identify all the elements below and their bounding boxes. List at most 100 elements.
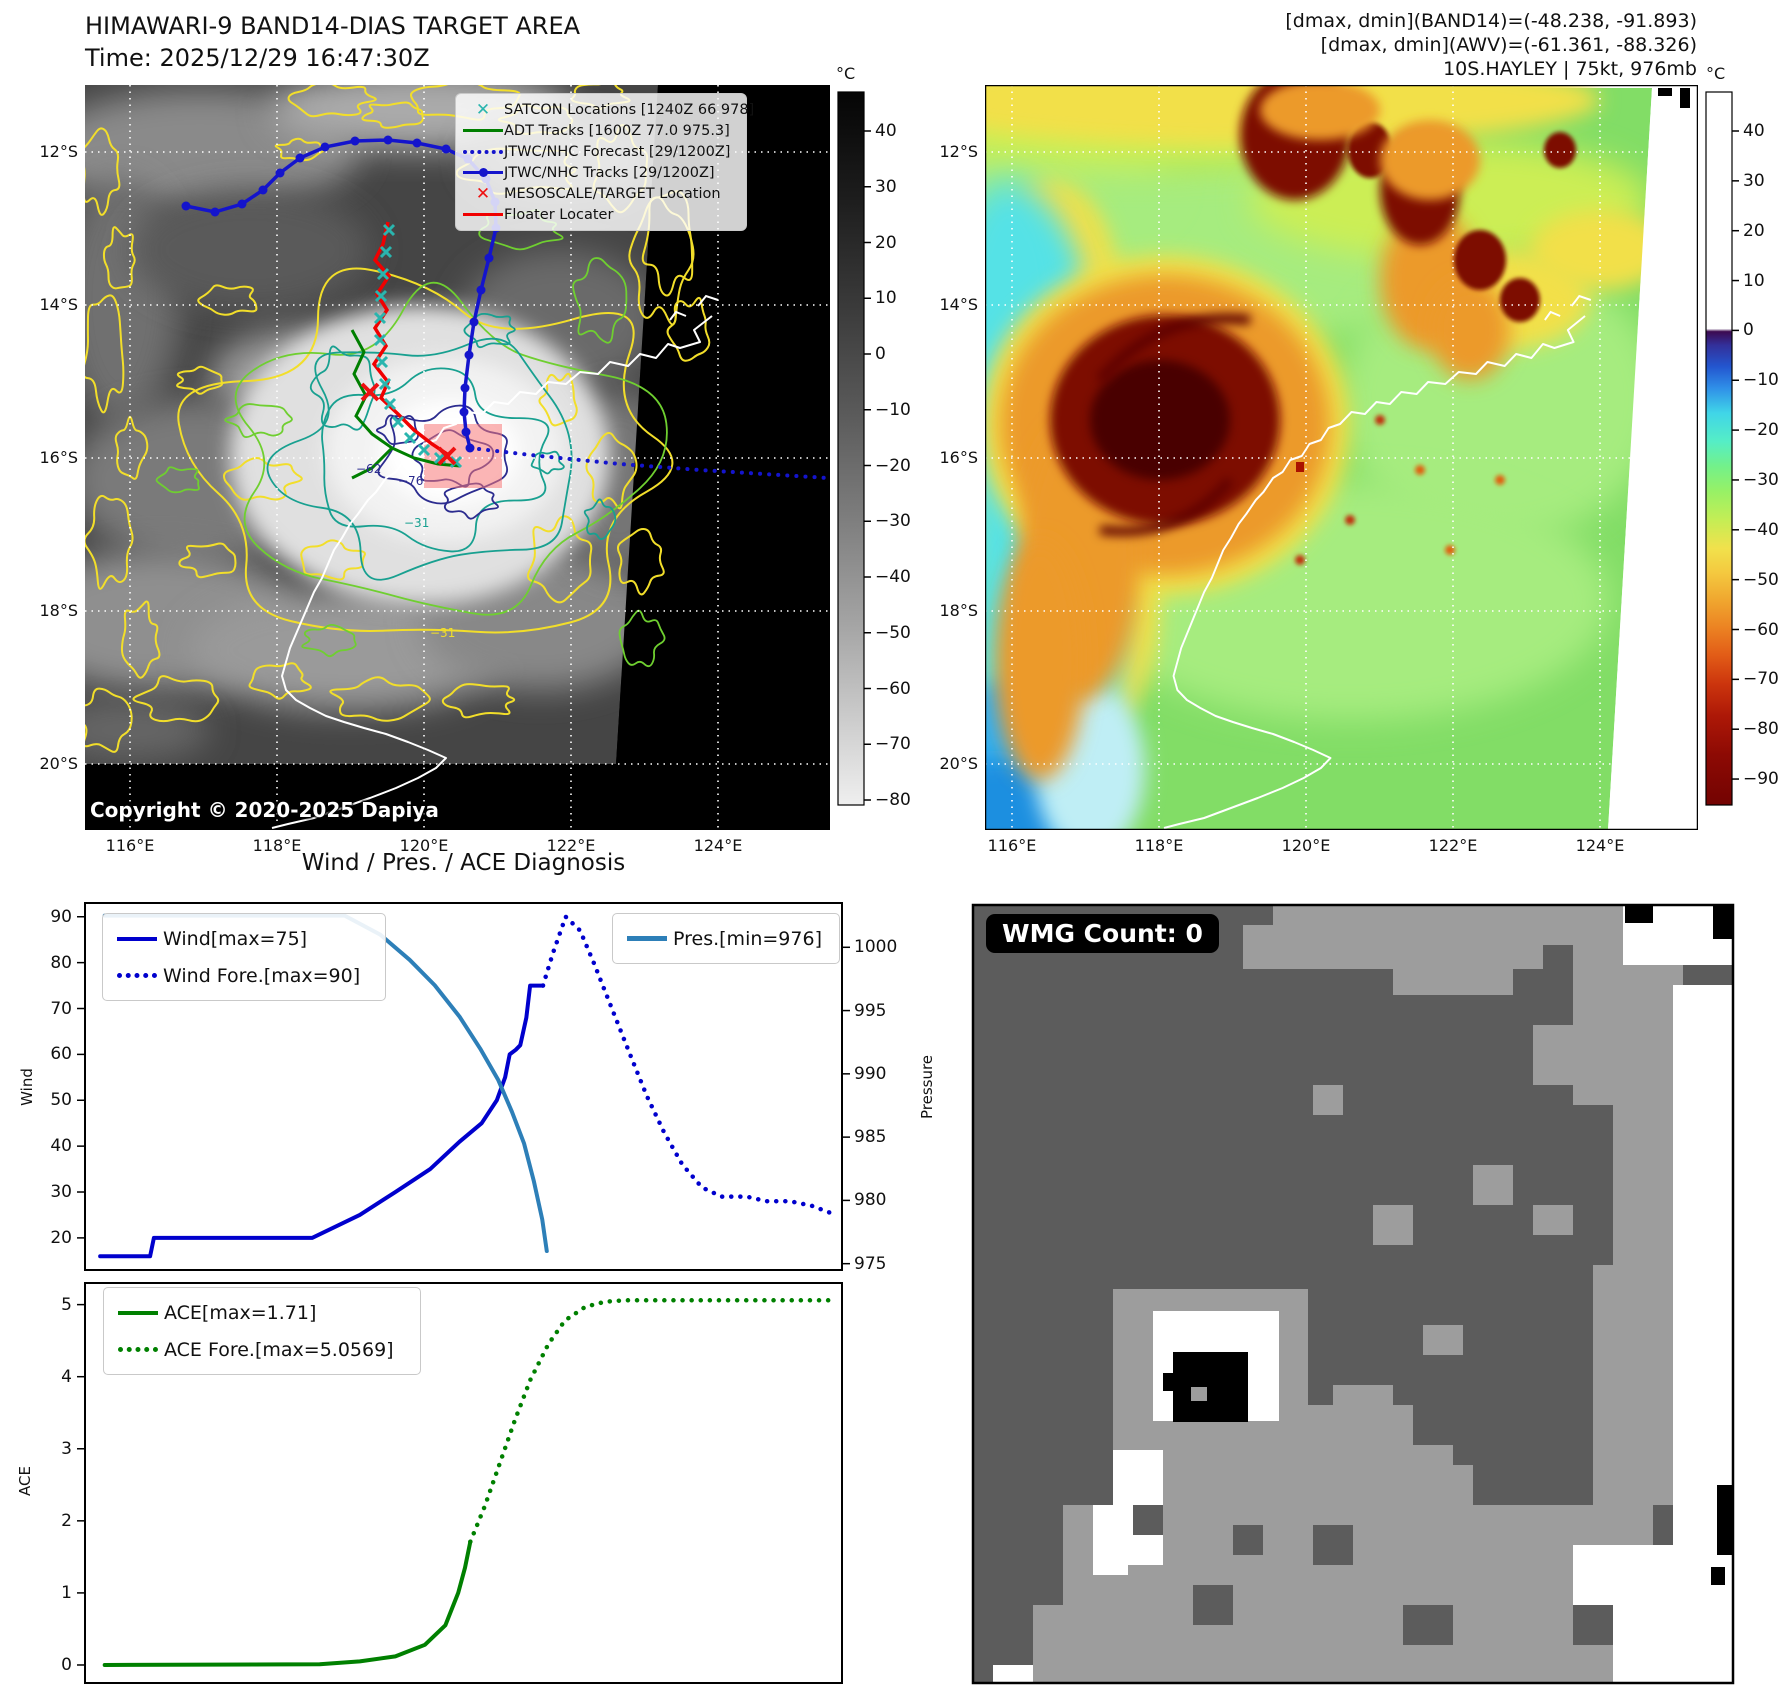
colorbar-tick-label: −80 [875,790,911,810]
ace-chart-legend: ACE[max=1.71] ACE Fore.[max=5.0569] [103,1287,421,1375]
colorbar-tick-label: −30 [1743,469,1779,490]
ace-tick-label: 4 [61,1366,72,1387]
timestamp: Time: 2025/12/29 16:47:30Z [85,44,430,72]
colorbar-tick-label: −60 [1743,619,1779,640]
contour-label: −31 [404,516,430,530]
blue-dotted-line-icon [462,149,504,154]
colorbar-tick-label: −90 [1743,769,1779,790]
contour-label: −62 [356,462,382,476]
lat-tick-label: 12°S [939,142,978,161]
legend-label: ADT Tracks [1600Z 77.0 975.3] [504,122,730,139]
legend-label: MESOSCALE/TARGET Location [504,185,721,202]
ace-axis-label: ACE [15,1466,34,1496]
legend-row-mesoscale: ✕ MESOSCALE/TARGET Location [462,183,738,204]
lon-tick-label: 118°E [252,836,302,855]
ace-tick-label: 0 [61,1654,72,1675]
steelblue-line-icon [621,936,673,941]
wind-tick-label: 60 [50,1044,72,1065]
colorbar-tick-label: 10 [1743,270,1765,291]
legend-label: Pres.[min=976] [673,927,822,950]
lat-tick-label: 16°S [939,448,978,467]
legend-label: SATCON Locations [1240Z 66 978] [504,101,755,118]
colorbar-tick-label: −60 [875,678,911,699]
left-colorbar-unit: °C [836,64,856,83]
wmg-pixel-map [973,905,1733,1683]
copyright-watermark: Copyright © 2020-2025 Dapiya [90,798,439,822]
green-line-icon [462,129,504,132]
legend-label: JTWC/NHC Tracks [29/1200Z] [504,164,715,181]
colorbar-tick-label: 30 [1743,170,1765,191]
page-title: HIMAWARI-9 BAND14-DIAS TARGET AREA [85,12,581,40]
lon-tick-label: 120°E [1281,836,1331,855]
chart-title: Wind / Pres. / ACE Diagnosis [301,850,626,876]
colorbar-tick-label: −70 [1743,669,1779,690]
cyan-x-marker-icon: ✕ [475,99,491,120]
legend-row-wind-forecast: Wind Fore.[max=90] [111,957,373,994]
blue-line-dot-icon [462,168,504,177]
lat-tick-label: 18°S [939,601,978,620]
wind-tick-label: 40 [50,1136,72,1157]
legend-label: ACE[max=1.71] [164,1301,317,1324]
diagnosis-charts [77,902,850,1684]
colorbar-tick-label: 20 [875,232,897,253]
legend-row-satcon: ✕ SATCON Locations [1240Z 66 978] [462,99,754,120]
wmg-count-badge: WMG Count: 0 [986,914,1219,953]
legend-row-wind: Wind[max=75] [111,920,373,957]
colorbar-tick-label: 10 [875,288,897,309]
ace-tick-label: 5 [61,1294,72,1315]
wind-chart-legend-right: Pres.[min=976] [612,913,840,964]
lat-tick-label: 12°S [39,142,78,161]
right-colorbar [1705,91,1739,806]
legend-label: Wind[max=75] [163,927,308,950]
pressure-tick-label: 985 [854,1127,887,1148]
pressure-tick-label: 990 [854,1063,887,1084]
colorbar-tick-label: −50 [1743,569,1779,590]
colorbar-tick-label: −30 [875,511,911,532]
wind-tick-label: 90 [50,906,72,927]
colorbar-tick-label: 40 [875,121,897,141]
pressure-tick-label: 1000 [854,937,898,958]
legend-label: Floater Locater [504,206,614,223]
colorbar-tick-label: −50 [875,622,911,643]
dmax-dmin-awv: [dmax, dmin](AWV)=(-61.361, -88.326) [1320,34,1697,56]
legend-row-jtwc-track: JTWC/NHC Tracks [29/1200Z] [462,162,738,183]
colorbar-tick-label: 40 [1743,121,1765,141]
colorbar-tick-label: −80 [1743,719,1779,740]
pressure-tick-label: 995 [854,1000,887,1021]
legend-row-floater: Floater Locater [462,204,738,225]
lat-tick-label: 18°S [39,601,78,620]
wind-tick-label: 50 [50,1090,72,1111]
legend-row-forecast: JTWC/NHC Forecast [29/1200Z] [462,141,738,162]
lon-tick-label: 120°E [399,836,449,855]
pressure-tick-label: 980 [854,1190,887,1211]
lon-tick-label: 122°E [1428,836,1478,855]
lon-tick-label: 122°E [546,836,596,855]
red-x-marker-icon: ✕ [475,183,491,204]
pressure-axis-label: Pressure [918,1054,937,1120]
ace-tick-label: 2 [61,1510,72,1531]
lat-tick-label: 14°S [39,295,78,314]
colorbar-tick-label: −10 [1743,370,1779,391]
legend-label: ACE Fore.[max=5.0569] [164,1338,394,1361]
satellite-map-legend: ✕ SATCON Locations [1240Z 66 978] ADT Tr… [455,93,754,231]
contour-label: −76 [398,474,424,488]
colorbar-tick-label: 0 [1743,320,1754,341]
blue-line-icon [111,936,163,941]
wind-tick-label: 80 [50,952,72,973]
legend-label: Wind Fore.[max=90] [163,964,361,987]
lon-tick-label: 118°E [1134,836,1184,855]
wind-tick-label: 70 [50,998,72,1019]
blue-dotted-line-icon [111,973,163,978]
legend-row-ace-forecast: ACE Fore.[max=5.0569] [112,1331,408,1368]
colorbar-tick-label: 20 [1743,220,1765,241]
colorbar-tick-label: −20 [875,455,911,476]
green-dotted-line-icon [112,1347,164,1352]
green-line-icon [112,1310,164,1315]
legend-row-adt: ADT Tracks [1600Z 77.0 975.3] [462,120,738,141]
dmax-dmin-band14: [dmax, dmin](BAND14)=(-48.238, -91.893) [1285,10,1697,32]
ace-tick-label: 1 [61,1582,72,1603]
wind-chart-legend-left: Wind[max=75] Wind Fore.[max=90] [102,913,386,1001]
colorbar-tick-label: −20 [1743,420,1779,441]
